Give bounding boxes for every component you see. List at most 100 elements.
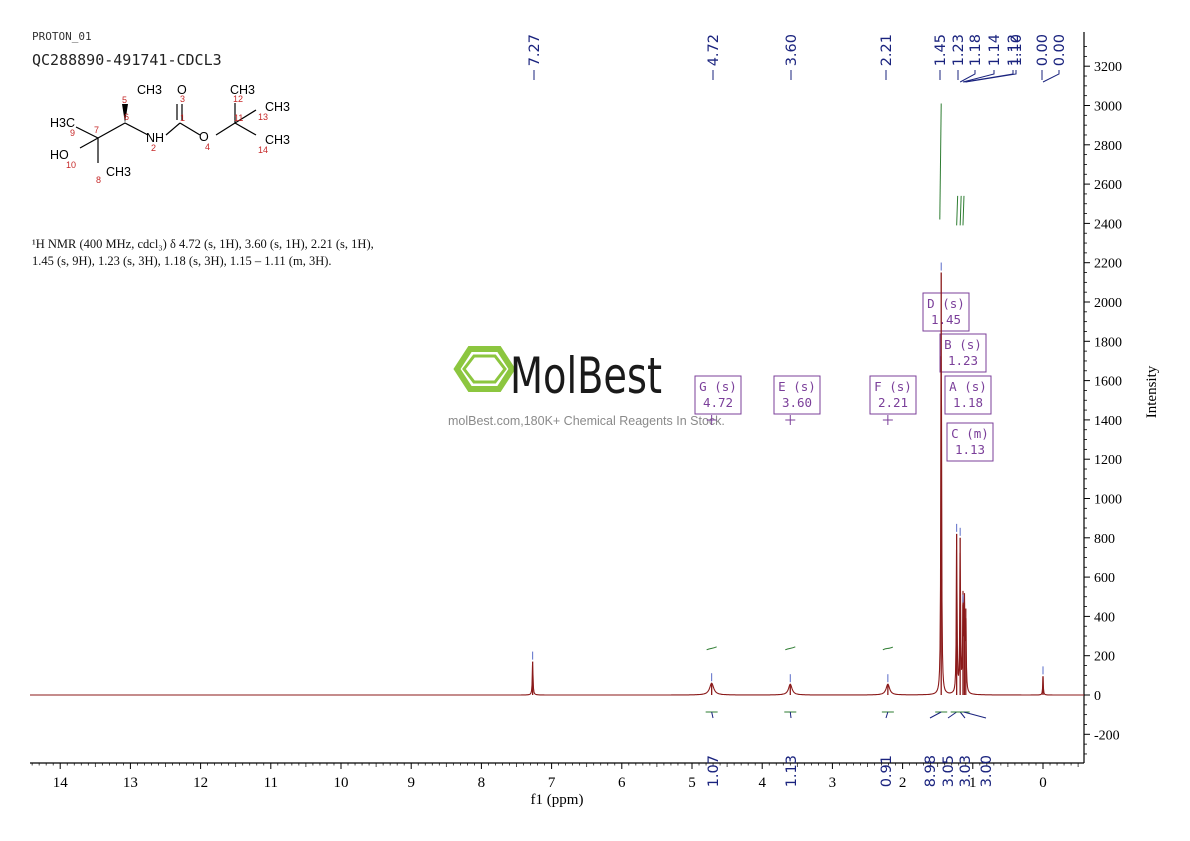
atom-number: 8 — [96, 175, 101, 185]
y-axis-label: Intensity — [1144, 365, 1160, 418]
x-tick-label: 12 — [193, 775, 208, 791]
y-tick-label: 400 — [1094, 610, 1115, 625]
integral-leader — [947, 711, 957, 719]
x-tick-label: 10 — [334, 775, 349, 791]
atom-number: 11 — [234, 113, 243, 123]
integral-leader — [959, 711, 966, 719]
y-tick-label: 1200 — [1094, 453, 1122, 468]
multiplet-label: E (s) — [778, 379, 816, 394]
x-tick-label: 5 — [688, 775, 696, 791]
integral-value: 8.98 — [923, 755, 939, 787]
integral-leader — [789, 711, 792, 719]
atom-number: 10 — [66, 160, 76, 170]
peak-label: 2.21 — [879, 34, 895, 66]
watermark-tagline: molBest.com,180K+ Chemical Reagents In S… — [448, 414, 725, 428]
multiplet-shift: 2.21 — [878, 395, 908, 410]
x-tick-label: 8 — [478, 775, 486, 791]
multiplet-box — [922, 292, 970, 332]
x-tick-label: 13 — [123, 775, 138, 791]
x-tick-label: 7 — [548, 775, 556, 791]
integral-value: 3.00 — [979, 755, 995, 787]
x-tick-label: 4 — [758, 775, 766, 791]
nmr-description: ¹H NMR (400 MHz, cdcl₃) δ 4.72 (s, 1H), … — [32, 237, 374, 268]
atom-label: O — [199, 130, 209, 144]
y-tick-label: 1400 — [1094, 414, 1122, 429]
sample-id: QC288890-491741-CDCL3 — [32, 51, 222, 69]
y-tick-label: 1600 — [1094, 375, 1122, 390]
x-axis-label: f1 (ppm) — [531, 792, 584, 808]
integral-value: 1.13 — [784, 755, 800, 787]
atom-number: 1 — [180, 113, 185, 123]
multiplet-label: F (s) — [874, 379, 912, 394]
multiplet-box — [944, 375, 992, 415]
atom-label: CH3 — [106, 165, 131, 179]
integral-value: 1.07 — [706, 755, 722, 787]
integral-value: 0.91 — [879, 755, 895, 787]
molbest-logo: MolBest — [453, 346, 662, 405]
atom-number: 12 — [233, 94, 243, 104]
atom-number: 6 — [124, 112, 129, 122]
integral-curve — [959, 195, 962, 226]
atom-label: CH3 — [137, 83, 162, 97]
y-tick-label: 2200 — [1094, 257, 1122, 272]
integral-curve — [785, 646, 796, 651]
peak-leader — [965, 70, 1017, 83]
integral-value: 3.05 — [941, 755, 957, 787]
y-tick-label: 2000 — [1094, 296, 1122, 311]
multiplet-shift: 4.72 — [703, 395, 733, 410]
atom-number: 5 — [122, 95, 127, 105]
y-tick-label: 0 — [1094, 689, 1101, 704]
peak-leader — [1042, 70, 1060, 83]
peak-leader — [962, 70, 995, 83]
atom-label: HO — [50, 148, 69, 162]
multiplet-label: A (s) — [949, 379, 987, 394]
y-tick-label: 200 — [1094, 650, 1115, 665]
y-tick-label: 2400 — [1094, 217, 1122, 232]
x-tick-label: 11 — [264, 775, 278, 791]
multiplet-shift: 3.60 — [782, 395, 812, 410]
integral-curve — [706, 646, 717, 651]
atom-number: 9 — [70, 128, 75, 138]
y-tick-label: 3200 — [1094, 60, 1122, 75]
multiplet-box — [946, 422, 994, 462]
multiplet-label: B (s) — [944, 337, 982, 352]
hexagon-logo-icon — [453, 346, 516, 392]
atom-label: H3C — [50, 116, 75, 130]
atom-number: 7 — [94, 125, 99, 135]
atom-number: 2 — [151, 143, 156, 153]
x-tick-label: 1 — [969, 775, 977, 791]
peak-label: 1.23 — [951, 34, 967, 66]
peak-label: 1.18 — [968, 34, 984, 66]
sample-code: PROTON_01 — [32, 30, 92, 43]
multiplet-label: D (s) — [927, 296, 965, 311]
peak-label: 1.10 — [1009, 34, 1025, 66]
atom-number: 13 — [258, 112, 268, 122]
integral-curve — [956, 195, 959, 226]
x-tick-label: 2 — [899, 775, 907, 791]
peak-label: 1.14 — [987, 34, 1003, 66]
multiplet-shift: 1.23 — [948, 353, 978, 368]
peak-label: 0.00 — [1035, 34, 1051, 66]
x-tick-label: 14 — [53, 775, 69, 791]
y-tick-label: 2800 — [1094, 139, 1122, 154]
y-tick-label: 1000 — [1094, 493, 1122, 508]
y-tick-label: -200 — [1094, 728, 1120, 743]
peak-label: 4.72 — [706, 34, 722, 66]
y-tick-label: 1800 — [1094, 335, 1122, 350]
integral-leader — [963, 711, 987, 719]
multiplet-box — [773, 375, 821, 415]
multiplet-shift: 1.13 — [955, 442, 985, 457]
multiplet-label: G (s) — [699, 379, 737, 394]
integral-leader — [711, 711, 714, 719]
integral-value: 3.03 — [958, 755, 974, 787]
integral-curve — [962, 195, 965, 226]
y-tick-label: 2600 — [1094, 178, 1122, 193]
x-tick-label: 0 — [1039, 775, 1047, 791]
x-tick-label: 6 — [618, 775, 626, 791]
hexagon-logo-inner — [462, 354, 507, 384]
peak-label: 3.60 — [784, 34, 800, 66]
atom-label: CH3 — [265, 100, 290, 114]
multiplet-shift: 1.18 — [953, 395, 983, 410]
y-tick-label: 3000 — [1094, 100, 1122, 115]
